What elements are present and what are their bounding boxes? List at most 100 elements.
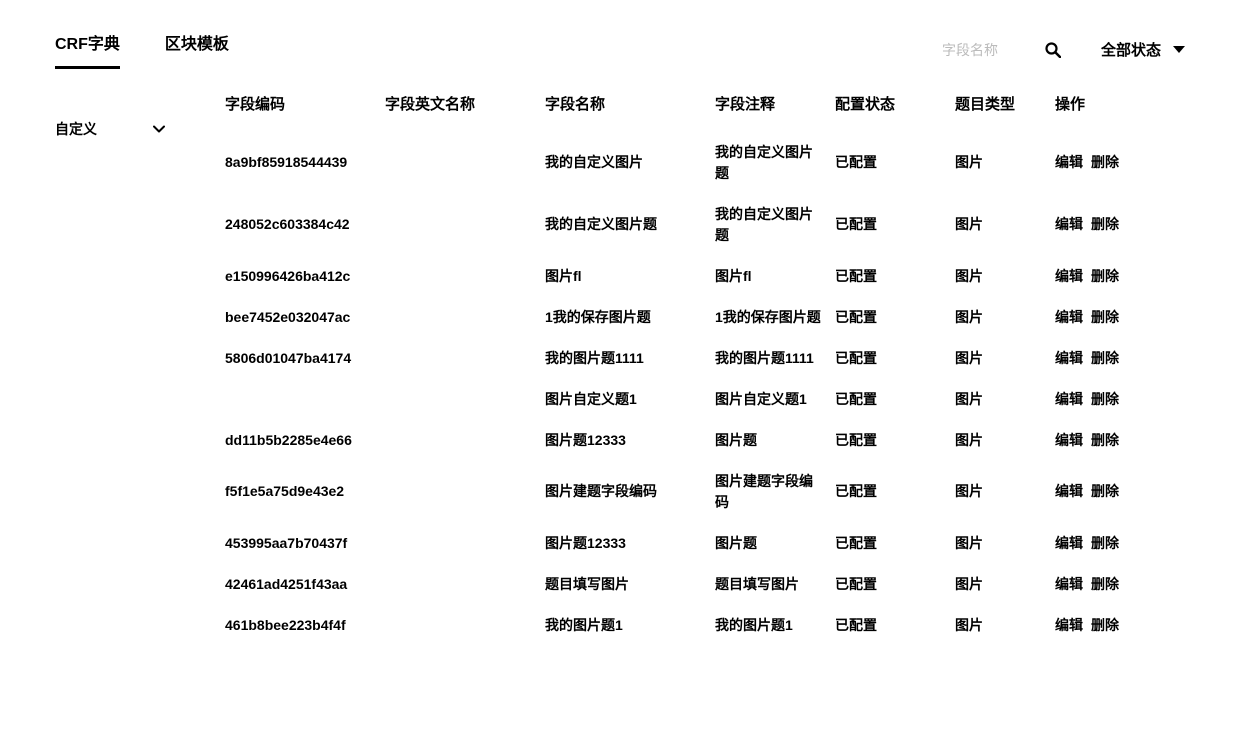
cell-status: 已配置 [835, 574, 955, 595]
edit-link[interactable]: 编辑 [1055, 430, 1083, 451]
table-row: e150996426ba412c图片fl图片fl已配置图片编辑删除 [225, 256, 1185, 297]
cell-status: 已配置 [835, 307, 955, 328]
cell-actions: 编辑删除 [1055, 430, 1185, 451]
cell-name: 图片建题字段编码 [545, 481, 715, 502]
header-controls: 全部状态 [905, 39, 1185, 60]
table-row: 42461ad4251f43aa题目填写图片题目填写图片已配置图片编辑删除 [225, 564, 1185, 605]
table-row: 453995aa7b70437f图片题12333图片题已配置图片编辑删除 [225, 523, 1185, 564]
cell-name: 1我的保存图片题 [545, 307, 715, 328]
sidebar: 自定义 [55, 89, 225, 646]
cell-code: 42461ad4251f43aa [225, 574, 385, 595]
delete-link[interactable]: 删除 [1091, 533, 1119, 554]
cell-name: 我的图片题1111 [545, 348, 715, 369]
cell-actions: 编辑删除 [1055, 481, 1185, 502]
cell-type: 图片 [955, 152, 1055, 173]
cell-actions: 编辑删除 [1055, 152, 1185, 173]
cell-note: 我的图片题1 [715, 615, 835, 636]
cell-actions: 编辑删除 [1055, 615, 1185, 636]
edit-link[interactable]: 编辑 [1055, 214, 1083, 235]
col-status: 配置状态 [835, 94, 955, 117]
cell-name: 我的图片题1 [545, 615, 715, 636]
cell-actions: 编辑删除 [1055, 348, 1185, 369]
cell-code: dd11b5b2285e4e66 [225, 430, 385, 451]
delete-link[interactable]: 删除 [1091, 307, 1119, 328]
cell-type: 图片 [955, 307, 1055, 328]
cell-code: 461b8bee223b4f4f [225, 615, 385, 636]
status-filter-label: 全部状态 [1101, 39, 1161, 60]
cell-type: 图片 [955, 389, 1055, 410]
cell-type: 图片 [955, 574, 1055, 595]
cell-status: 已配置 [835, 481, 955, 502]
edit-link[interactable]: 编辑 [1055, 389, 1083, 410]
col-actions: 操作 [1055, 94, 1185, 117]
cell-name: 图片自定义题1 [545, 389, 715, 410]
col-en-name: 字段英文名称 [385, 94, 545, 117]
cell-note: 我的自定义图片题 [715, 142, 835, 184]
table-row: 248052c603384c42我的自定义图片题我的自定义图片题已配置图片编辑删… [225, 194, 1185, 256]
cell-actions: 编辑删除 [1055, 533, 1185, 554]
header-row: CRF字典 区块模板 全部状态 [55, 30, 1185, 69]
cell-actions: 编辑删除 [1055, 214, 1185, 235]
table-row: f5f1e5a75d9e43e2图片建题字段编码图片建题字段编码已配置图片编辑删… [225, 461, 1185, 523]
cell-status: 已配置 [835, 266, 955, 287]
delete-link[interactable]: 删除 [1091, 214, 1119, 235]
search-icon[interactable] [1045, 42, 1061, 58]
edit-link[interactable]: 编辑 [1055, 152, 1083, 173]
sidebar-item-custom[interactable]: 自定义 [55, 119, 225, 139]
cell-note: 我的图片题1111 [715, 348, 835, 369]
cell-name: 图片题12333 [545, 430, 715, 451]
cell-note: 图片题 [715, 430, 835, 451]
delete-link[interactable]: 删除 [1091, 389, 1119, 410]
edit-link[interactable]: 编辑 [1055, 574, 1083, 595]
cell-name: 图片fl [545, 266, 715, 287]
cell-status: 已配置 [835, 348, 955, 369]
table-header: 字段编码 字段英文名称 字段名称 字段注释 配置状态 题目类型 操作 [225, 89, 1185, 132]
tabs: CRF字典 区块模板 [55, 30, 229, 69]
cell-type: 图片 [955, 481, 1055, 502]
tab-crf-dict[interactable]: CRF字典 [55, 30, 120, 69]
cell-status: 已配置 [835, 430, 955, 451]
tab-block-template[interactable]: 区块模板 [165, 30, 229, 69]
cell-name: 我的自定义图片题 [545, 214, 715, 235]
table-row: 461b8bee223b4f4f我的图片题1我的图片题1已配置图片编辑删除 [225, 605, 1185, 646]
search-input[interactable] [905, 42, 1035, 58]
delete-link[interactable]: 删除 [1091, 152, 1119, 173]
cell-note: 我的自定义图片题 [715, 204, 835, 246]
cell-note: 题目填写图片 [715, 574, 835, 595]
cell-code: 8a9bf85918544439 [225, 152, 385, 173]
cell-status: 已配置 [835, 152, 955, 173]
edit-link[interactable]: 编辑 [1055, 533, 1083, 554]
cell-note: 1我的保存图片题 [715, 307, 835, 328]
chevron-down-icon [153, 125, 165, 133]
table-row: 图片自定义题1图片自定义题1已配置图片编辑删除 [225, 379, 1185, 420]
edit-link[interactable]: 编辑 [1055, 307, 1083, 328]
cell-status: 已配置 [835, 214, 955, 235]
cell-code: 248052c603384c42 [225, 214, 385, 235]
edit-link[interactable]: 编辑 [1055, 615, 1083, 636]
delete-link[interactable]: 删除 [1091, 615, 1119, 636]
edit-link[interactable]: 编辑 [1055, 348, 1083, 369]
edit-link[interactable]: 编辑 [1055, 481, 1083, 502]
delete-link[interactable]: 删除 [1091, 266, 1119, 287]
delete-link[interactable]: 删除 [1091, 348, 1119, 369]
delete-link[interactable]: 删除 [1091, 481, 1119, 502]
cell-note: 图片建题字段编码 [715, 471, 835, 513]
table-row: bee7452e032047ac1我的保存图片题1我的保存图片题已配置图片编辑删… [225, 297, 1185, 338]
edit-link[interactable]: 编辑 [1055, 266, 1083, 287]
col-note: 字段注释 [715, 94, 835, 117]
delete-link[interactable]: 删除 [1091, 574, 1119, 595]
cell-type: 图片 [955, 214, 1055, 235]
cell-note: 图片题 [715, 533, 835, 554]
cell-code: 5806d01047ba4174 [225, 348, 385, 369]
sidebar-item-label: 自定义 [55, 119, 97, 139]
cell-status: 已配置 [835, 389, 955, 410]
cell-code: e150996426ba412c [225, 266, 385, 287]
cell-type: 图片 [955, 615, 1055, 636]
table-body: 8a9bf85918544439我的自定义图片我的自定义图片题已配置图片编辑删除… [225, 132, 1185, 646]
table-row: dd11b5b2285e4e66图片题12333图片题已配置图片编辑删除 [225, 420, 1185, 461]
cell-status: 已配置 [835, 615, 955, 636]
status-filter[interactable]: 全部状态 [1101, 39, 1185, 60]
cell-name: 图片题12333 [545, 533, 715, 554]
delete-link[interactable]: 删除 [1091, 430, 1119, 451]
cell-code: bee7452e032047ac [225, 307, 385, 328]
